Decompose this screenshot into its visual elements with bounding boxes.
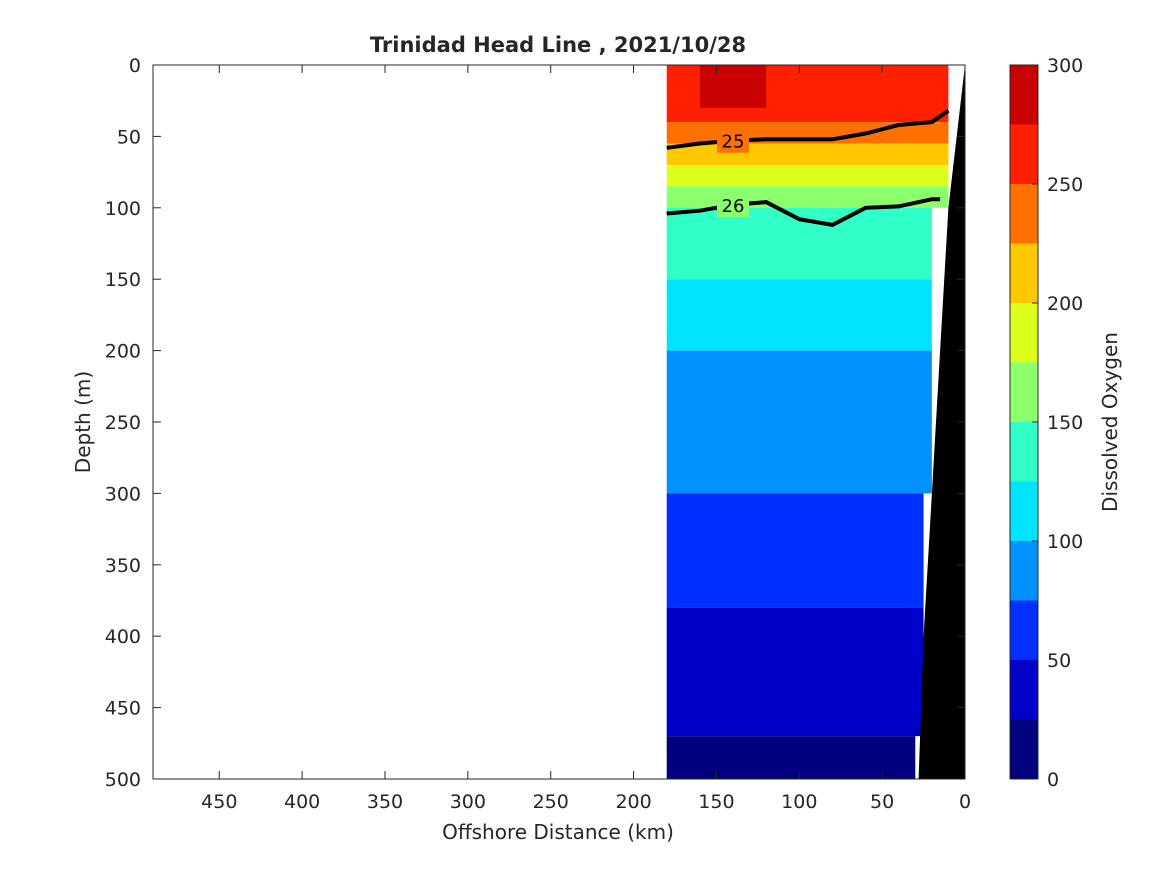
y-axis-ticks: 0 50 100 150 200 250 300 350 400 450 500 — [105, 55, 965, 791]
oxygen-layer — [666, 350, 932, 494]
x-tick-label: 350 — [367, 791, 403, 813]
seafloor-bathymetry — [918, 65, 965, 779]
y-tick-label: 400 — [105, 626, 141, 648]
colorbar-segment — [1010, 481, 1038, 541]
y-axis-label: Depth (m) — [71, 371, 95, 473]
oxygen-layer — [666, 164, 949, 187]
bathymetry — [918, 65, 965, 779]
y-tick-label: 250 — [105, 412, 141, 434]
colorbar-tick-label: 50 — [1047, 650, 1071, 672]
colorbar-segment — [1010, 303, 1038, 363]
x-tick-label: 450 — [201, 791, 237, 813]
y-tick-label: 200 — [105, 341, 141, 363]
y-tick-label: 150 — [105, 269, 141, 291]
x-tick-label: 250 — [533, 791, 569, 813]
plot-area: 25 26 — [152, 64, 966, 780]
y-tick-label: 350 — [105, 555, 141, 577]
colorbar-segment — [1010, 719, 1038, 779]
colorbar: 0 50 100 150 200 250 300 — [1009, 55, 1083, 791]
oxygen-layer — [666, 143, 949, 165]
colorbar-segment — [1010, 243, 1038, 303]
oxygen-layer — [666, 736, 916, 779]
colorbar-segment — [1010, 600, 1038, 660]
x-axis-ticks: 450 400 350 300 250 200 150 100 50 0 — [201, 65, 971, 813]
contour-label-bg — [717, 192, 749, 217]
oxygen-layer — [666, 279, 932, 351]
x-tick-label: 0 — [959, 791, 971, 813]
x-tick-label: 50 — [870, 791, 894, 813]
chart-title: Trinidad Head Line , 2021/10/28 — [370, 33, 746, 57]
x-tick-label: 400 — [284, 791, 320, 813]
density-contours: 25 26 — [666, 109, 950, 227]
x-tick-label: 100 — [781, 791, 817, 813]
density-contour-line — [666, 197, 941, 227]
colorbar-segment — [1010, 362, 1038, 422]
colorbar-tick-label: 300 — [1047, 55, 1083, 77]
contour-label: 25 — [722, 132, 745, 153]
colorbar-tick-label: 0 — [1047, 769, 1059, 791]
x-axis-label: Offshore Distance (km) — [442, 820, 674, 844]
colorbar-segment — [1010, 660, 1038, 720]
y-tick-label: 500 — [105, 769, 141, 791]
x-tick-label: 150 — [698, 791, 734, 813]
oxygen-layers — [666, 65, 949, 779]
x-tick-label: 200 — [615, 791, 651, 813]
density-contour-line — [666, 109, 950, 150]
y-tick-label: 0 — [129, 55, 141, 77]
colorbar-segment — [1010, 124, 1038, 184]
colorbar-tick-label: 250 — [1047, 174, 1083, 196]
oxygen-layer — [666, 493, 924, 608]
colorbar-tick-label: 150 — [1047, 412, 1083, 434]
colorbar-label: Dissolved Oxygen — [1098, 332, 1122, 512]
oxygen-layer — [666, 607, 924, 737]
colorbar-segment — [1010, 184, 1038, 244]
contour-label: 26 — [722, 196, 745, 217]
colorbar-tick-label: 100 — [1047, 531, 1083, 553]
y-tick-label: 300 — [105, 483, 141, 505]
y-tick-label: 450 — [105, 698, 141, 720]
colorbar-segment — [1010, 65, 1038, 125]
y-tick-label: 50 — [117, 126, 141, 148]
x-tick-label: 300 — [450, 791, 486, 813]
colorbar-segment — [1010, 541, 1038, 601]
colorbar-tick-label: 200 — [1047, 293, 1083, 315]
colorbar-segment — [1010, 422, 1038, 482]
contour-label-bg — [717, 128, 749, 153]
oxygen-layer — [699, 65, 767, 108]
y-tick-label: 100 — [105, 198, 141, 220]
